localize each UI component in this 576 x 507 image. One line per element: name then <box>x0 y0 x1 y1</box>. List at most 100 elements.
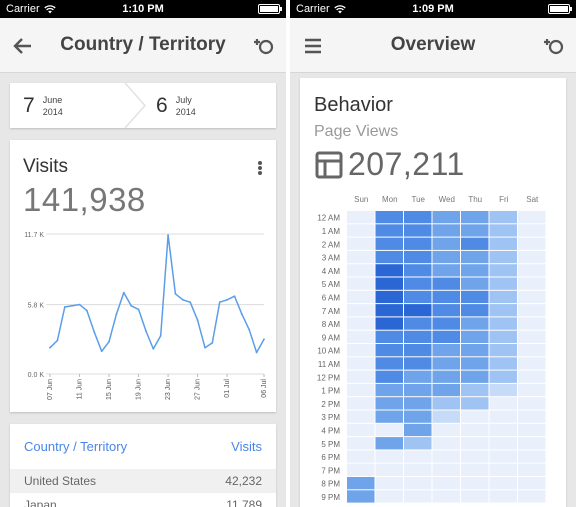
x-tick-label: 19 Jun <box>136 379 143 400</box>
data-point <box>263 338 265 341</box>
heatmap-cell <box>375 477 403 490</box>
data-point <box>85 309 88 312</box>
status-bar: Carrier 1:10 PM <box>0 0 286 18</box>
data-point <box>152 347 155 350</box>
dimension-header[interactable]: Country / Territory <box>24 439 128 454</box>
hour-label: 7 PM <box>321 466 340 475</box>
heatmap-cell <box>432 264 460 277</box>
hour-label: 4 PM <box>321 426 340 435</box>
heatmap-cell <box>461 237 489 250</box>
heatmap-cell <box>404 370 432 383</box>
heatmap-cell <box>347 463 375 476</box>
heatmap-cell <box>432 317 460 330</box>
heatmap-cell <box>375 211 403 224</box>
heatmap-cell <box>375 344 403 357</box>
heatmap-cell <box>518 463 546 476</box>
heatmap-cell <box>375 250 403 264</box>
data-point <box>159 334 162 337</box>
heatmap-cell <box>404 437 432 450</box>
hour-label: 1 AM <box>322 227 341 236</box>
table-icon[interactable] <box>314 150 344 180</box>
heatmap-cell <box>375 290 403 304</box>
y-tick-label: 5.8 K <box>28 303 45 310</box>
heatmap-cell <box>518 277 546 290</box>
heatmap-cell <box>461 370 489 383</box>
row-label: Japan <box>24 498 57 507</box>
heatmap-cell <box>489 423 517 437</box>
hour-label: 4 AM <box>322 267 341 276</box>
heatmap-cell <box>489 304 517 317</box>
heatmap-cell <box>432 477 460 490</box>
heatmap-cell <box>461 463 489 476</box>
heatmap-cell <box>375 237 403 250</box>
heatmap-cell <box>404 237 432 250</box>
heatmap-cell <box>347 317 375 330</box>
country-table: Country / Territory Visits United States… <box>10 424 276 507</box>
heatmap-cell <box>404 290 432 304</box>
data-point <box>233 295 236 298</box>
heatmap-cell <box>461 317 489 330</box>
heatmap-cell <box>489 250 517 264</box>
heatmap-cell <box>518 397 546 410</box>
heatmap-cell <box>375 423 403 437</box>
country-territory-screen: Carrier 1:10 PM Country / Territory 7 Ju… <box>0 0 286 507</box>
heatmap-cell <box>432 224 460 237</box>
heatmap-cell <box>375 397 403 410</box>
heatmap-cell <box>347 357 375 370</box>
heatmap-cell <box>347 264 375 277</box>
visits-title: Visits <box>23 156 69 177</box>
heatmap-cell <box>432 211 460 224</box>
table-row[interactable]: Japan 11,789 <box>10 493 276 507</box>
heatmap-cell <box>347 397 375 410</box>
carrier-label: Carrier <box>296 3 330 15</box>
data-point <box>240 313 243 316</box>
account-switch-icon[interactable] <box>252 34 276 58</box>
heatmap-cell <box>347 277 375 290</box>
hamburger-menu-icon[interactable] <box>302 35 324 57</box>
row-value: 42,232 <box>225 474 262 488</box>
heatmap-cell <box>347 224 375 237</box>
hour-label: 7 AM <box>322 307 341 316</box>
metric-header[interactable]: Visits <box>231 439 262 454</box>
date-start[interactable]: 7 June 2014 <box>23 83 63 128</box>
y-tick-label: 11.7 K <box>24 232 44 239</box>
heatmap-cell <box>347 410 375 423</box>
heatmap-cell <box>375 370 403 383</box>
data-point <box>248 328 251 331</box>
heatmap-cell <box>404 463 432 476</box>
heatmap-cell <box>432 304 460 317</box>
page-title: Overview <box>390 34 476 55</box>
data-point <box>56 339 59 342</box>
heatmap-cell <box>347 477 375 490</box>
heatmap-cell <box>461 277 489 290</box>
heatmap-cell <box>375 357 403 370</box>
heatmap-cell <box>489 357 517 370</box>
heatmap-cell <box>489 290 517 304</box>
data-point <box>255 351 258 354</box>
heatmap-cell <box>461 450 489 463</box>
heatmap-cell <box>461 397 489 410</box>
heatmap-cell <box>489 344 517 357</box>
more-vertical-icon[interactable] <box>258 161 262 175</box>
hour-label: 2 AM <box>322 240 341 249</box>
heatmap-cell <box>461 437 489 450</box>
heatmap-cell <box>518 264 546 277</box>
hour-label: 2 PM <box>321 400 340 409</box>
date-range-selector[interactable]: 7 June 2014 6 July 2014 <box>10 83 276 128</box>
heatmap-cell <box>489 437 517 450</box>
account-switch-icon[interactable] <box>542 34 566 58</box>
data-point <box>78 303 81 306</box>
date-end[interactable]: 6 July 2014 <box>156 83 196 128</box>
start-day: 7 <box>23 93 35 117</box>
heatmap-cell <box>432 277 460 290</box>
hour-label: 9 PM <box>321 493 340 502</box>
arrow-left-icon[interactable] <box>12 35 34 57</box>
x-tick-label: 07 Jun <box>47 379 54 400</box>
table-row[interactable]: United States 42,232 <box>10 469 276 493</box>
data-point <box>71 304 74 307</box>
x-tick-label: 27 Jun <box>195 379 202 400</box>
heatmap-cell <box>461 250 489 264</box>
heatmap-cell <box>461 330 489 343</box>
visits-card: Visits 141,938 0.0 K 5.8 K 11.7 K 07 Jun 11 … <box>10 140 276 412</box>
heatmap-cell <box>404 277 432 290</box>
